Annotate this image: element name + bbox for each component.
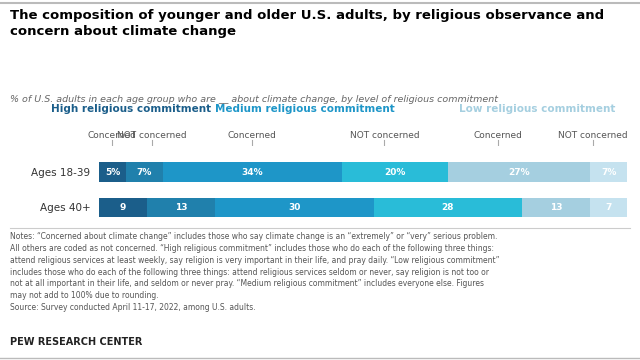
Bar xyxy=(522,198,590,217)
Text: 13: 13 xyxy=(175,203,188,212)
Text: 30: 30 xyxy=(289,203,301,212)
Text: % of U.S. adults in each age group who are __ about climate change, by level of : % of U.S. adults in each age group who a… xyxy=(10,95,498,104)
Bar xyxy=(374,198,522,217)
Bar xyxy=(342,162,448,182)
Text: NOT concerned: NOT concerned xyxy=(349,130,419,139)
Text: NOT concerned: NOT concerned xyxy=(117,130,187,139)
Text: PEW RESEARCH CENTER: PEW RESEARCH CENTER xyxy=(10,337,142,347)
Text: 34%: 34% xyxy=(241,168,263,177)
Text: 27%: 27% xyxy=(508,168,530,177)
Text: 20%: 20% xyxy=(384,168,406,177)
Text: High religious commitment: High religious commitment xyxy=(51,104,211,114)
Text: 7%: 7% xyxy=(136,168,152,177)
Bar xyxy=(590,162,627,182)
Text: The composition of younger and older U.S. adults, by religious observance and
co: The composition of younger and older U.S… xyxy=(10,9,604,38)
Text: 7: 7 xyxy=(605,203,612,212)
Bar xyxy=(147,198,215,217)
Text: NOT concerned: NOT concerned xyxy=(558,130,628,139)
Bar xyxy=(99,162,125,182)
Text: Concerned: Concerned xyxy=(228,130,276,139)
Text: Concerned: Concerned xyxy=(88,130,137,139)
Bar xyxy=(99,198,147,217)
Text: 5%: 5% xyxy=(105,168,120,177)
Text: Medium religious commitment: Medium religious commitment xyxy=(215,104,395,114)
Bar xyxy=(590,198,627,217)
Text: 9: 9 xyxy=(120,203,126,212)
Text: 28: 28 xyxy=(442,203,454,212)
Text: 13: 13 xyxy=(550,203,562,212)
Bar xyxy=(163,162,342,182)
Bar xyxy=(125,162,163,182)
Bar xyxy=(215,198,374,217)
Text: 7%: 7% xyxy=(601,168,616,177)
Text: Notes: “Concerned about climate change” includes those who say climate change is: Notes: “Concerned about climate change” … xyxy=(10,232,499,312)
Text: Low religious commitment: Low religious commitment xyxy=(460,104,616,114)
Text: Concerned: Concerned xyxy=(474,130,522,139)
Bar xyxy=(448,162,590,182)
